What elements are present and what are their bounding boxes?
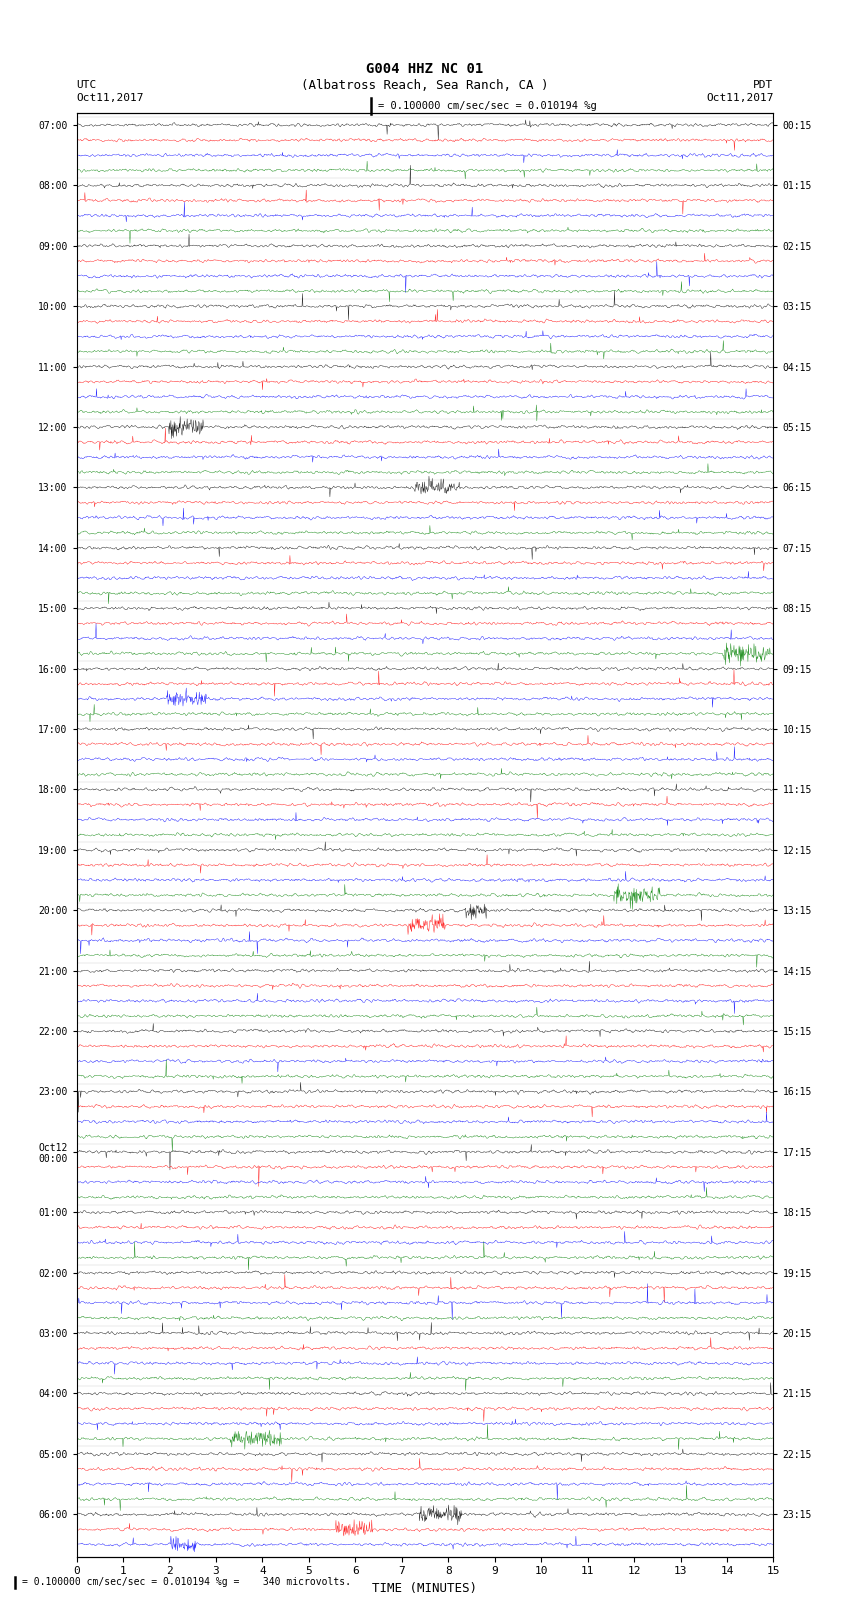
Text: = 0.100000 cm/sec/sec = 0.010194 %g: = 0.100000 cm/sec/sec = 0.010194 %g — [378, 102, 597, 111]
Text: UTC: UTC — [76, 81, 97, 90]
Text: Oct11,2017: Oct11,2017 — [76, 94, 144, 103]
Text: (Albatross Reach, Sea Ranch, CA ): (Albatross Reach, Sea Ranch, CA ) — [301, 79, 549, 92]
Text: G004 HHZ NC 01: G004 HHZ NC 01 — [366, 63, 484, 76]
X-axis label: TIME (MINUTES): TIME (MINUTES) — [372, 1582, 478, 1595]
Text: Oct11,2017: Oct11,2017 — [706, 94, 774, 103]
Text: = 0.100000 cm/sec/sec = 0.010194 %g =    340 microvolts.: = 0.100000 cm/sec/sec = 0.010194 %g = 34… — [22, 1578, 351, 1587]
Text: PDT: PDT — [753, 81, 774, 90]
